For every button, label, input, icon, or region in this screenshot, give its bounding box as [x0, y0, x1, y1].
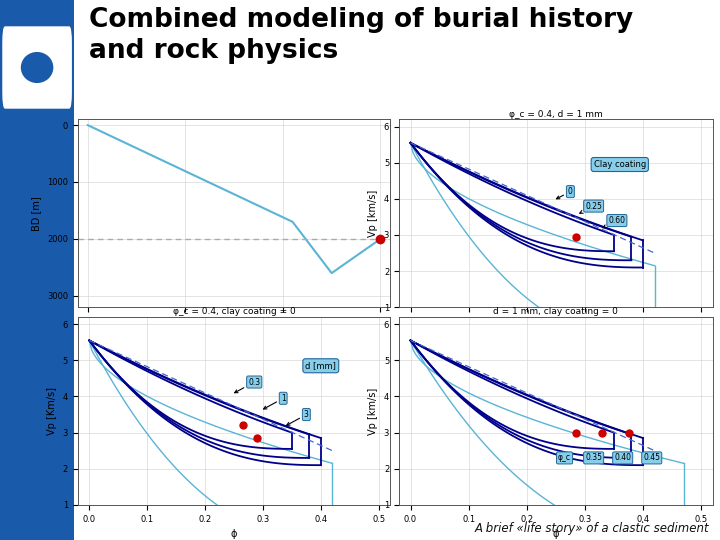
- Text: NTNU: NTNU: [26, 101, 48, 107]
- Text: 0.3: 0.3: [235, 377, 261, 393]
- Text: 0.25: 0.25: [580, 201, 602, 213]
- Text: d [mm]: d [mm]: [305, 361, 336, 370]
- Title: φ_c = 0.4, clay coating = 0: φ_c = 0.4, clay coating = 0: [173, 307, 295, 316]
- Text: 0.60: 0.60: [603, 216, 626, 228]
- Text: A brief «life story» of a clastic sediment: A brief «life story» of a clastic sedime…: [474, 522, 709, 535]
- Text: 0: 0: [557, 187, 573, 199]
- Ellipse shape: [17, 49, 58, 86]
- X-axis label: ϕ: ϕ: [230, 529, 238, 539]
- Text: 0.35: 0.35: [585, 454, 602, 462]
- Y-axis label: Vp [km/s]: Vp [km/s]: [368, 190, 378, 237]
- X-axis label: Age [Myr]: Age [Myr]: [210, 332, 258, 341]
- FancyBboxPatch shape: [3, 27, 71, 108]
- Text: 1: 1: [264, 394, 286, 409]
- Y-axis label: BD [m]: BD [m]: [32, 196, 41, 231]
- Title: d = 1 mm, clay coating = 0: d = 1 mm, clay coating = 0: [493, 307, 618, 316]
- Y-axis label: Vp [Km/s]: Vp [Km/s]: [47, 387, 57, 435]
- Text: 3: 3: [287, 410, 309, 426]
- Text: Clay coating: Clay coating: [594, 160, 646, 169]
- Text: 0.45: 0.45: [643, 454, 660, 462]
- Y-axis label: Vp [km/s]: Vp [km/s]: [368, 387, 378, 435]
- X-axis label: ϕ: ϕ: [552, 332, 559, 341]
- Text: 0.40: 0.40: [614, 454, 631, 462]
- X-axis label: ϕ: ϕ: [552, 529, 559, 539]
- Text: Combined modeling of burial history
and rock physics: Combined modeling of burial history and …: [89, 8, 633, 64]
- Title: φ_c = 0.4, d = 1 mm: φ_c = 0.4, d = 1 mm: [509, 110, 603, 119]
- Ellipse shape: [22, 52, 53, 82]
- Text: φ_c: φ_c: [558, 454, 571, 462]
